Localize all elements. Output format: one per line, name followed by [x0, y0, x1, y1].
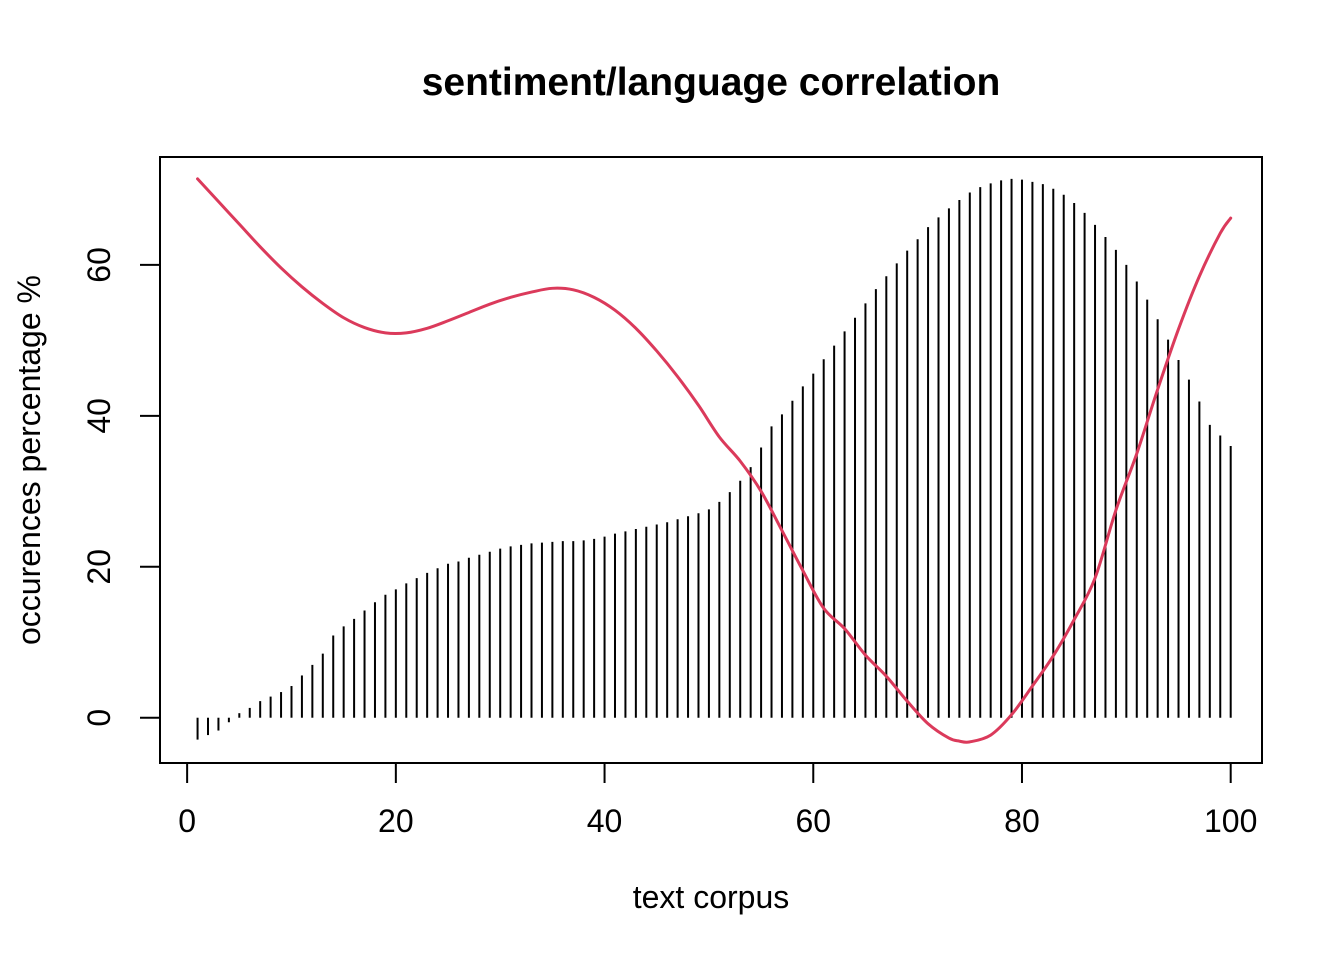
x-tick-label: 20 [378, 803, 414, 839]
x-tick-label: 0 [178, 803, 196, 839]
y-tick-label: 20 [81, 549, 117, 585]
x-tick-label: 40 [587, 803, 623, 839]
y-tick-label: 0 [81, 709, 117, 727]
x-axis-ticks: 0 20 40 60 80 100 [178, 763, 1257, 839]
y-axis-label: occurences percentage % [11, 275, 47, 645]
x-axis-label: text corpus [633, 879, 790, 915]
plot-border [159, 156, 1263, 764]
trend-line [196, 177, 1233, 744]
y-tick-label: 40 [81, 398, 117, 434]
y-axis-ticks: 0 20 40 60 [81, 247, 160, 727]
x-tick-label: 80 [1004, 803, 1040, 839]
y-tick-label: 60 [81, 247, 117, 283]
bars-series [196, 178, 1232, 740]
trend-curve [196, 177, 1233, 744]
x-tick-label: 100 [1204, 803, 1257, 839]
x-tick-label: 60 [795, 803, 831, 839]
chart-title: sentiment/language correlation [422, 61, 1001, 104]
